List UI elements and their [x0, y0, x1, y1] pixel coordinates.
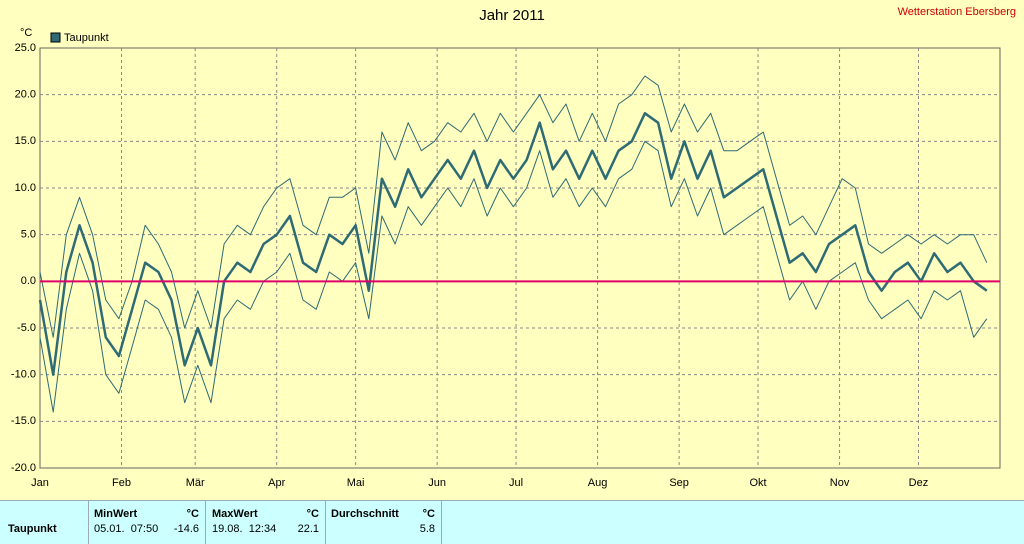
y-unit: °C — [20, 27, 32, 39]
plot-frame — [39, 47, 1001, 469]
y-tick-label: -20.0 — [11, 462, 36, 474]
col-header: MinWert — [94, 508, 138, 520]
x-tick-label: Aug — [588, 477, 608, 489]
x-tick-label: Apr — [268, 477, 285, 489]
y-tick-label: 20.0 — [15, 89, 36, 101]
x-tick-label: Nov — [830, 477, 850, 489]
col-header: Durchschnitt — [331, 508, 399, 520]
max-cell: MaxWert °C 19.08. 12:34 22.1 — [206, 501, 326, 544]
x-tick-label: Dez — [909, 477, 929, 489]
y-tick-label: -15.0 — [11, 415, 36, 427]
station-label: Wetterstation Ebersberg — [898, 6, 1016, 18]
series-line — [38, 112, 988, 376]
y-tick-label: 25.0 — [15, 42, 36, 54]
y-tick-label: 5.0 — [21, 229, 36, 241]
legend-swatch — [50, 32, 61, 43]
x-tick-label: Mär — [186, 477, 205, 489]
chart: Jahr 2011 Wetterstation Ebersberg °C Tau… — [11, 6, 1016, 489]
label-cell: Taupunkt — [0, 501, 89, 544]
x-tick-label: Jun — [428, 477, 446, 489]
col-when: 05.01. 07:50 — [94, 523, 159, 535]
range-line — [39, 75, 988, 338]
legend-label: Taupunkt — [64, 32, 109, 44]
x-tick-label: Okt — [749, 477, 766, 489]
y-tick-label: -10.0 — [11, 369, 36, 381]
min-cell: MinWert °C 05.01. 07:50 -14.6 — [88, 501, 206, 544]
col-when: 19.08. 12:34 — [212, 523, 277, 535]
avg-cell: Durchschnitt °C 5.8 — [326, 501, 442, 544]
x-tick-label: Feb — [112, 477, 131, 489]
col-value: 22.1 — [297, 523, 319, 535]
y-tick-label: 15.0 — [15, 135, 36, 147]
col-header: MaxWert — [212, 508, 258, 520]
col-unit: °C — [306, 508, 319, 520]
y-tick-label: -5.0 — [17, 322, 36, 334]
chart-title: Jahr 2011 — [479, 7, 545, 24]
x-tick-label: Jul — [509, 477, 523, 489]
x-tick-label: Mai — [347, 477, 365, 489]
y-tick-label: 10.0 — [15, 182, 36, 194]
y-tick-label: 0.0 — [21, 275, 36, 287]
col-unit: °C — [422, 508, 435, 520]
col-unit: °C — [186, 508, 199, 520]
x-tick-label: Jan — [31, 477, 49, 489]
stats-panel: Taupunkt MinWert °C 05.01. 07:50 -14.6 M… — [0, 500, 1024, 544]
x-tick-label: Sep — [669, 477, 689, 489]
range-line — [39, 140, 988, 413]
col-value: 5.8 — [419, 523, 435, 535]
col-value: -14.6 — [173, 523, 199, 535]
row-label: Taupunkt — [8, 523, 57, 535]
